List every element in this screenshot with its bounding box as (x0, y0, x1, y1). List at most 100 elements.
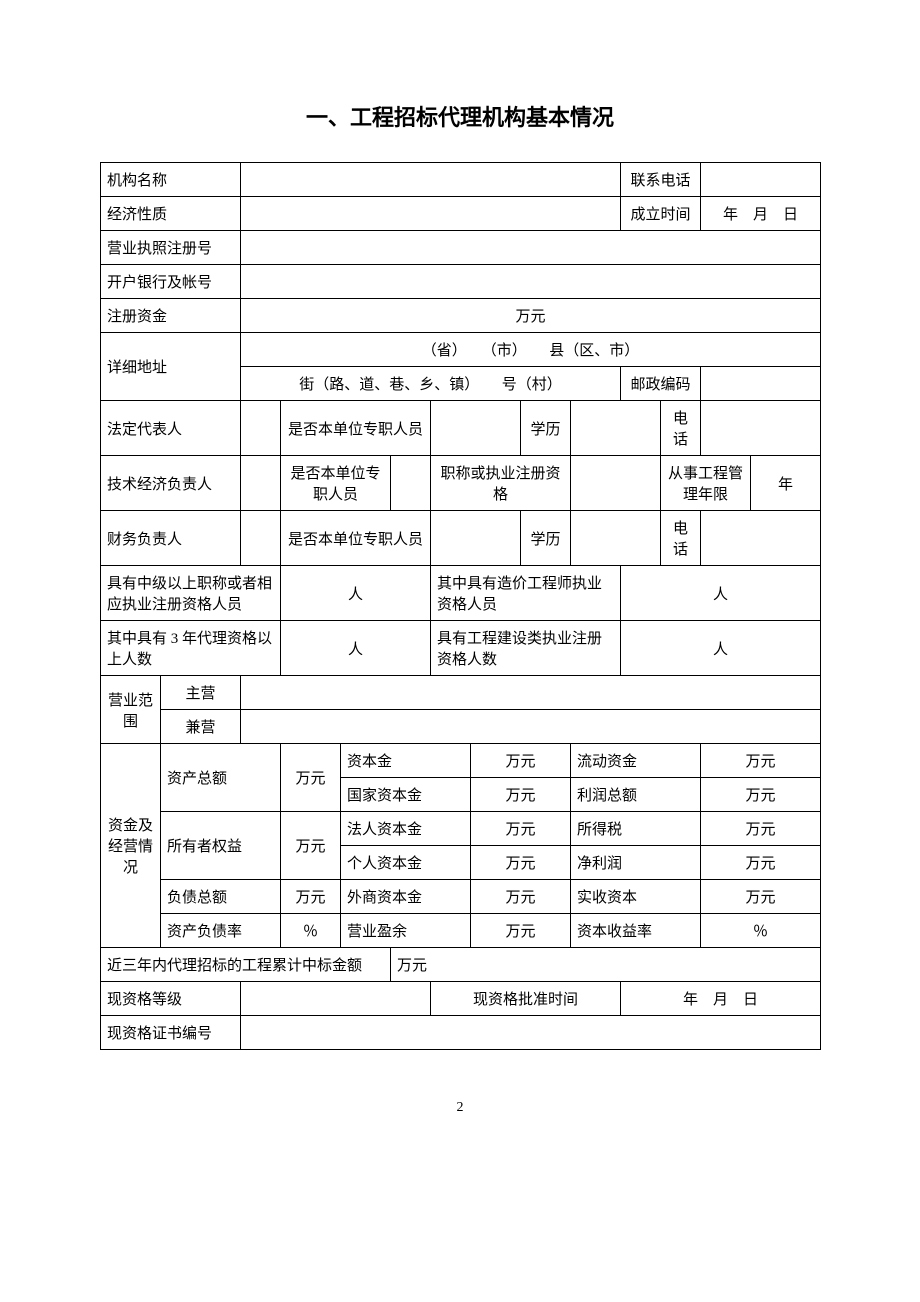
postcode-value (701, 367, 821, 401)
tech-lead-name (241, 456, 281, 511)
org-name-value (241, 163, 621, 197)
debt-ratio-label: 资产负债率 (161, 914, 281, 948)
tech-title-label: 职称或执业注册资格 (431, 456, 571, 511)
scope-label: 营业范围 (101, 676, 161, 744)
legal-edu-value (571, 401, 661, 456)
qual-approve-label: 现资格批准时间 (431, 982, 621, 1016)
qual-approve-value: 年 月 日 (621, 982, 821, 1016)
tech-years-value: 年 (751, 456, 821, 511)
total-profit-unit: 万元 (701, 778, 821, 812)
capital-unit: 万元 (471, 744, 571, 778)
cost-engineer-label: 其中具有造价工程师执业资格人员 (431, 566, 621, 621)
recent-bid-label: 近三年内代理招标的工程累计中标金额 (101, 948, 391, 982)
tech-fulltime-label: 是否本单位专职人员 (281, 456, 391, 511)
owner-equity-label: 所有者权益 (161, 812, 281, 880)
scope-main-label: 主营 (161, 676, 241, 710)
bank-value (241, 265, 821, 299)
license-no-value (241, 231, 821, 265)
op-surplus-label: 营业盈余 (341, 914, 471, 948)
fin-edu-label: 学历 (521, 511, 571, 566)
income-tax-unit: 万元 (701, 812, 821, 846)
qual-level-value (241, 982, 431, 1016)
economic-nature-label: 经济性质 (101, 197, 241, 231)
paidin-cap-label: 实收资本 (571, 880, 701, 914)
total-profit-label: 利润总额 (571, 778, 701, 812)
personal-cap-label: 个人资本金 (341, 846, 471, 880)
total-assets-label: 资产总额 (161, 744, 281, 812)
legal-fulltime-value (431, 401, 521, 456)
op-surplus-unit: 万元 (471, 914, 571, 948)
cap-return-unit: ％ (701, 914, 821, 948)
fin-tel-value (701, 511, 821, 566)
foreign-cap-unit: 万元 (471, 880, 571, 914)
license-no-label: 营业执照注册号 (101, 231, 241, 265)
agent-3yr-label: 其中具有 3 年代理资格以上人数 (101, 621, 281, 676)
state-cap-label: 国家资本金 (341, 778, 471, 812)
reg-capital-label: 注册资金 (101, 299, 241, 333)
mid-title-staff-unit: 人 (281, 566, 431, 621)
net-profit-unit: 万元 (701, 846, 821, 880)
legal-tel-label: 电话 (661, 401, 701, 456)
fin-lead-name (241, 511, 281, 566)
personal-cap-unit: 万元 (471, 846, 571, 880)
total-liab-label: 负债总额 (161, 880, 281, 914)
fin-group-label: 资金及经营情况 (101, 744, 161, 948)
tech-lead-label: 技术经济负责人 (101, 456, 241, 511)
address-line1: （省） （市） 县（区、市） (241, 333, 821, 367)
fin-fulltime-label: 是否本单位专职人员 (281, 511, 431, 566)
working-cap-label: 流动资金 (571, 744, 701, 778)
cert-no-label: 现资格证书编号 (101, 1016, 241, 1050)
cert-no-value (241, 1016, 821, 1050)
legal-rep-name (241, 401, 281, 456)
net-profit-label: 净利润 (571, 846, 701, 880)
foreign-cap-label: 外商资本金 (341, 880, 471, 914)
mid-title-staff-label: 具有中级以上职称或者相应执业注册资格人员 (101, 566, 281, 621)
construction-reg-label: 具有工程建设类执业注册资格人数 (431, 621, 621, 676)
fin-lead-label: 财务负责人 (101, 511, 241, 566)
address-label: 详细地址 (101, 333, 241, 401)
paidin-cap-unit: 万元 (701, 880, 821, 914)
reg-capital-value: 万元 (241, 299, 821, 333)
legal-edu-label: 学历 (521, 401, 571, 456)
fin-tel-label: 电话 (661, 511, 701, 566)
agent-3yr-unit: 人 (281, 621, 431, 676)
legal-cap-label: 法人资本金 (341, 812, 471, 846)
contact-phone-value (701, 163, 821, 197)
establish-time-label: 成立时间 (621, 197, 701, 231)
construction-reg-unit: 人 (621, 621, 821, 676)
scope-side-value (241, 710, 821, 744)
debt-ratio-unit: ％ (281, 914, 341, 948)
total-liab-unit: 万元 (281, 880, 341, 914)
cost-engineer-unit: 人 (621, 566, 821, 621)
tech-fulltime-value (391, 456, 431, 511)
scope-main-value (241, 676, 821, 710)
org-name-label: 机构名称 (101, 163, 241, 197)
page-number: 2 (100, 1100, 820, 1116)
establish-time-value: 年 月 日 (701, 197, 821, 231)
cap-return-label: 资本收益率 (571, 914, 701, 948)
fin-fulltime-value (431, 511, 521, 566)
economic-nature-value (241, 197, 621, 231)
tech-years-label: 从事工程管理年限 (661, 456, 751, 511)
legal-tel-value (701, 401, 821, 456)
legal-rep-label: 法定代表人 (101, 401, 241, 456)
legal-cap-unit: 万元 (471, 812, 571, 846)
contact-phone-label: 联系电话 (621, 163, 701, 197)
working-cap-unit: 万元 (701, 744, 821, 778)
total-assets-unit: 万元 (281, 744, 341, 812)
address-line2: 街（路、道、巷、乡、镇） 号（村） (241, 367, 621, 401)
income-tax-label: 所得税 (571, 812, 701, 846)
legal-fulltime-label: 是否本单位专职人员 (281, 401, 431, 456)
fin-edu-value (571, 511, 661, 566)
recent-bid-unit: 万元 (391, 948, 821, 982)
qual-level-label: 现资格等级 (101, 982, 241, 1016)
page-title: 一、工程招标代理机构基本情况 (100, 100, 820, 132)
scope-side-label: 兼营 (161, 710, 241, 744)
state-cap-unit: 万元 (471, 778, 571, 812)
capital-label: 资本金 (341, 744, 471, 778)
tech-title-value (571, 456, 661, 511)
form-table: 机构名称 联系电话 经济性质 成立时间 年 月 日 营业执照注册号 开户银行及帐… (100, 162, 821, 1050)
postcode-label: 邮政编码 (621, 367, 701, 401)
bank-label: 开户银行及帐号 (101, 265, 241, 299)
owner-equity-unit: 万元 (281, 812, 341, 880)
